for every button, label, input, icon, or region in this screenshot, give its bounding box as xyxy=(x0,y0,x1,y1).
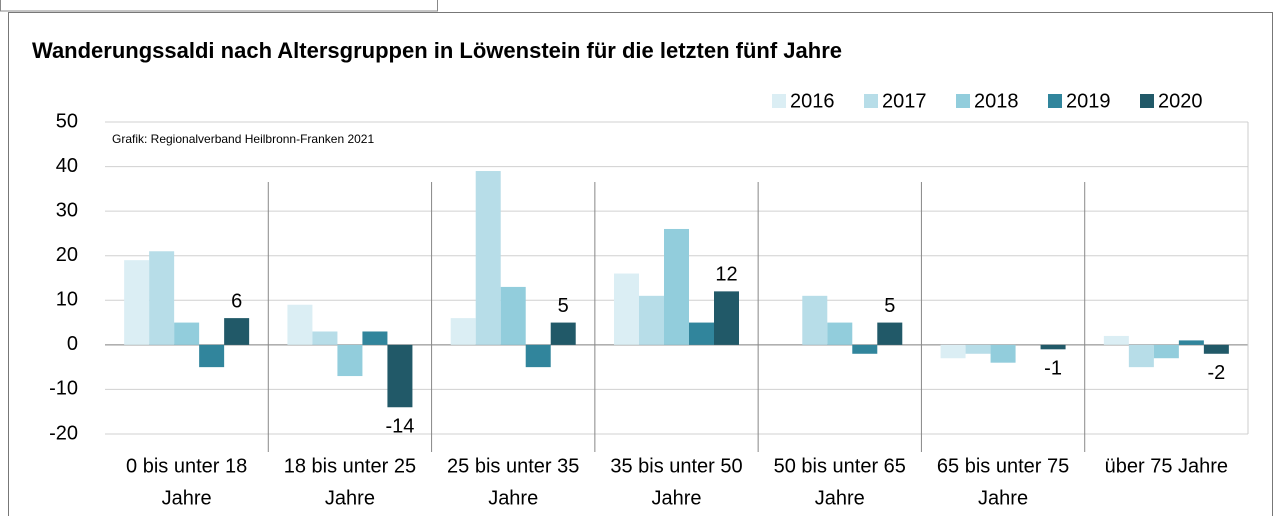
bar xyxy=(689,322,714,345)
bar xyxy=(224,318,250,345)
data-label: 5 xyxy=(884,295,895,317)
bar xyxy=(312,331,338,345)
x-tick-label: 50 bis unter 65 xyxy=(774,455,906,477)
x-tick-label: über 75 Jahre xyxy=(1105,455,1228,477)
x-tick-label: Jahre xyxy=(488,487,538,509)
bar xyxy=(1103,335,1129,345)
bar xyxy=(475,171,501,345)
x-tick-label: 35 bis unter 50 xyxy=(610,455,742,477)
annotation: Grafik: Regionalverband Heilbronn-Franke… xyxy=(112,132,374,146)
x-tick-label: Jahre xyxy=(978,487,1028,509)
legend-swatch xyxy=(1048,94,1062,108)
bar xyxy=(1128,344,1154,368)
bar xyxy=(149,251,175,345)
data-label: 6 xyxy=(231,290,242,312)
bar xyxy=(337,344,363,377)
y-tick-label: -20 xyxy=(49,422,78,444)
data-label: 12 xyxy=(715,264,737,286)
x-tick-label: 25 bis unter 35 xyxy=(447,455,579,477)
y-tick-label: -10 xyxy=(49,378,78,400)
bar xyxy=(614,273,639,345)
bar xyxy=(1153,344,1179,359)
legend-swatch xyxy=(1140,94,1154,108)
bar xyxy=(199,344,225,368)
bar xyxy=(362,331,388,345)
y-tick-label: 50 xyxy=(56,110,78,132)
data-label: 5 xyxy=(558,295,569,317)
legend-label: 2019 xyxy=(1066,90,1111,112)
bar xyxy=(852,344,878,354)
bar xyxy=(714,291,739,345)
bar xyxy=(124,260,150,345)
legend-label: 2016 xyxy=(790,90,835,112)
data-label: -2 xyxy=(1207,362,1225,384)
legend-swatch xyxy=(864,94,878,108)
y-tick-label: 10 xyxy=(56,289,78,311)
x-tick-label: 65 bis unter 75 xyxy=(937,455,1069,477)
legend-swatch xyxy=(956,94,970,108)
legend-label: 2017 xyxy=(882,90,927,112)
bar xyxy=(550,322,576,345)
x-tick-label: 18 bis unter 25 xyxy=(284,455,416,477)
bar xyxy=(1178,340,1204,345)
x-tick-label: Jahre xyxy=(815,487,865,509)
bar xyxy=(287,304,313,345)
x-tick-label: Jahre xyxy=(651,487,701,509)
legend-label: 2018 xyxy=(974,90,1019,112)
bar xyxy=(1203,344,1229,354)
chart-title: Wanderungssaldi nach Altersgruppen in Lö… xyxy=(32,38,842,63)
data-label: -14 xyxy=(385,416,414,438)
y-tick-label: 0 xyxy=(67,333,78,355)
bar xyxy=(877,322,903,345)
bar xyxy=(639,295,664,345)
bar xyxy=(387,344,413,408)
bar xyxy=(827,322,853,345)
bar xyxy=(990,344,1016,363)
y-tick-label: 30 xyxy=(56,199,78,221)
bar xyxy=(174,322,200,345)
bar xyxy=(965,344,991,354)
bar xyxy=(802,295,828,345)
data-label: -1 xyxy=(1044,358,1062,380)
bar xyxy=(500,286,526,345)
bar xyxy=(940,344,966,359)
x-tick-label: 0 bis unter 18 xyxy=(126,455,247,477)
legend-label: 2020 xyxy=(1158,90,1203,112)
x-tick-label: Jahre xyxy=(325,487,375,509)
y-tick-label: 20 xyxy=(56,244,78,266)
top-box xyxy=(0,0,438,12)
bar xyxy=(1040,344,1066,350)
bar xyxy=(525,344,551,368)
legend-swatch xyxy=(772,94,786,108)
x-tick-label: Jahre xyxy=(162,487,212,509)
bar xyxy=(664,228,689,345)
bar xyxy=(450,318,476,345)
y-tick-label: 40 xyxy=(56,155,78,177)
